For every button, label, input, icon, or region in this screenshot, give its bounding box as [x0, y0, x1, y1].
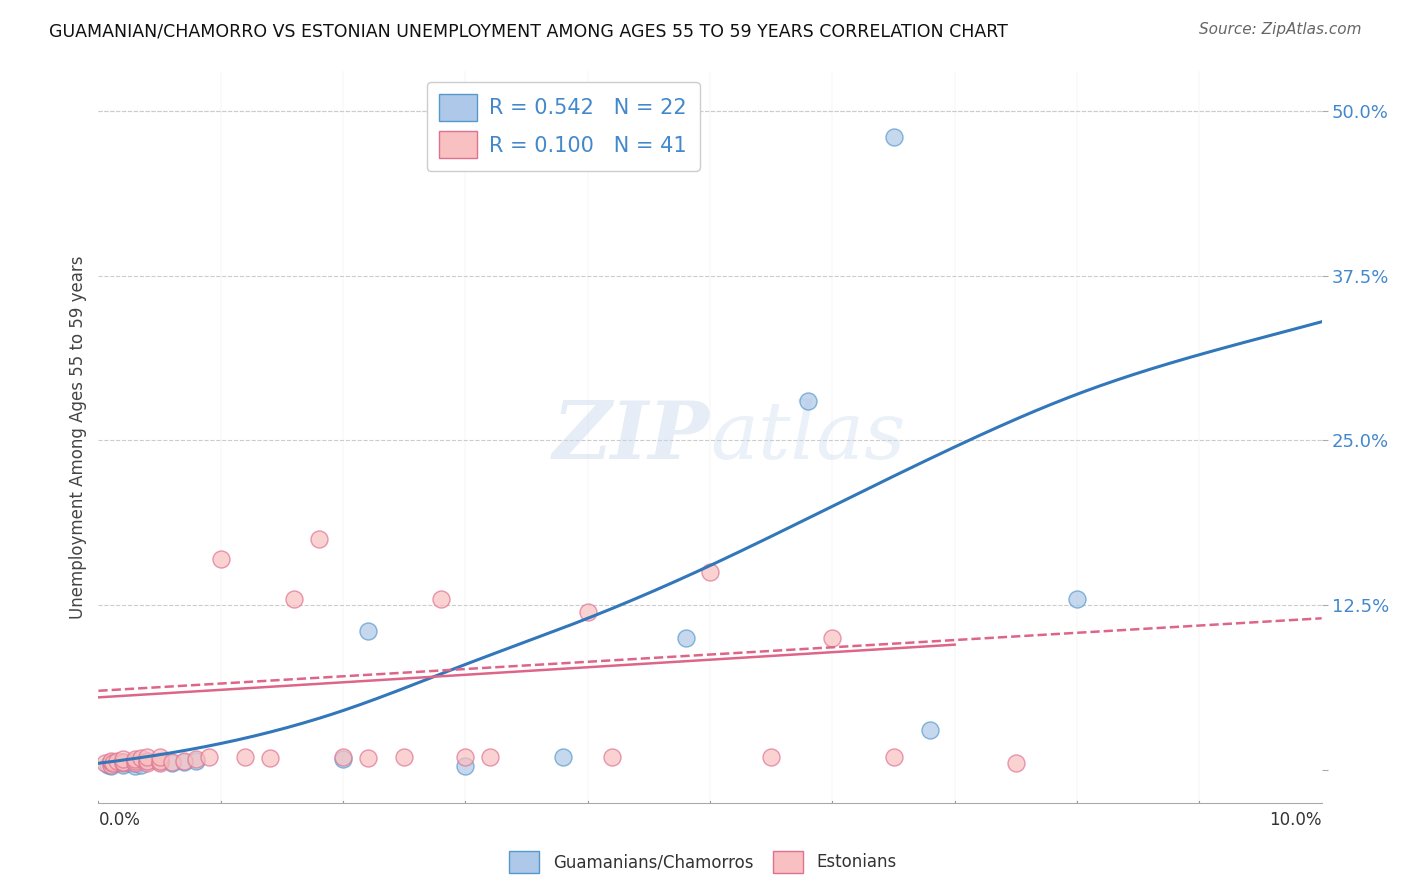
- Point: [129, 757, 152, 772]
- Legend: Guamanians/Chamorros, Estonians: Guamanians/Chamorros, Estonians: [502, 845, 904, 880]
- Point: [186, 754, 208, 768]
- Point: [173, 755, 195, 769]
- Text: Source: ZipAtlas.com: Source: ZipAtlas.com: [1198, 22, 1361, 37]
- Point: [197, 749, 219, 764]
- Point: [149, 756, 172, 771]
- Point: [675, 631, 697, 645]
- Point: [111, 757, 134, 772]
- Text: ZIP: ZIP: [553, 399, 710, 475]
- Text: 10.0%: 10.0%: [1270, 811, 1322, 830]
- Point: [759, 749, 782, 764]
- Point: [100, 757, 122, 772]
- Text: GUAMANIAN/CHAMORRO VS ESTONIAN UNEMPLOYMENT AMONG AGES 55 TO 59 YEARS CORRELATIO: GUAMANIAN/CHAMORRO VS ESTONIAN UNEMPLOYM…: [49, 22, 1008, 40]
- Point: [136, 756, 159, 771]
- Point: [356, 751, 378, 765]
- Point: [308, 533, 330, 547]
- Point: [1066, 591, 1088, 606]
- Point: [553, 749, 575, 764]
- Point: [136, 754, 159, 768]
- Point: [101, 756, 124, 771]
- Legend: R = 0.542   N = 22, R = 0.100   N = 41: R = 0.542 N = 22, R = 0.100 N = 41: [427, 82, 700, 170]
- Text: atlas: atlas: [710, 399, 905, 475]
- Point: [1004, 756, 1026, 771]
- Point: [100, 754, 122, 768]
- Text: 0.0%: 0.0%: [98, 811, 141, 830]
- Point: [186, 752, 208, 766]
- Point: [101, 756, 124, 771]
- Point: [797, 393, 820, 408]
- Point: [600, 749, 623, 764]
- Point: [111, 755, 134, 769]
- Point: [283, 591, 305, 606]
- Point: [124, 759, 146, 773]
- Point: [111, 756, 134, 771]
- Point: [356, 624, 378, 639]
- Point: [173, 754, 195, 768]
- Point: [160, 756, 183, 771]
- Point: [129, 751, 152, 765]
- Point: [93, 756, 115, 771]
- Point: [149, 755, 172, 769]
- Point: [454, 749, 477, 764]
- Point: [105, 754, 128, 768]
- Point: [118, 756, 141, 771]
- Point: [332, 752, 354, 766]
- Point: [233, 749, 256, 764]
- Point: [100, 759, 122, 773]
- Point: [111, 755, 134, 769]
- Point: [259, 751, 281, 765]
- Point: [332, 749, 354, 764]
- Point: [149, 754, 172, 768]
- Point: [136, 754, 159, 768]
- Point: [136, 749, 159, 764]
- Point: [454, 759, 477, 773]
- Point: [699, 565, 721, 579]
- Point: [111, 752, 134, 766]
- Point: [576, 605, 599, 619]
- Point: [100, 755, 122, 769]
- Point: [124, 756, 146, 771]
- Point: [160, 755, 183, 769]
- Point: [209, 552, 232, 566]
- Point: [430, 591, 453, 606]
- Point: [883, 130, 905, 145]
- Point: [478, 749, 501, 764]
- Point: [124, 754, 146, 768]
- Point: [392, 749, 416, 764]
- Point: [920, 723, 942, 738]
- Point: [124, 752, 146, 766]
- Point: [105, 756, 128, 771]
- Point: [97, 757, 120, 772]
- Point: [883, 749, 905, 764]
- Point: [149, 749, 172, 764]
- Point: [124, 756, 146, 771]
- Y-axis label: Unemployment Among Ages 55 to 59 years: Unemployment Among Ages 55 to 59 years: [69, 255, 87, 619]
- Point: [821, 631, 844, 645]
